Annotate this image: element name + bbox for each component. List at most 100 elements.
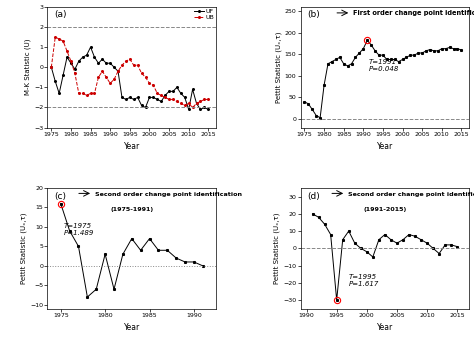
- Text: T=1991
P=0.048: T=1991 P=0.048: [369, 59, 400, 72]
- UB: [127, 57, 133, 61]
- UF: [53, 79, 58, 83]
- UB: [123, 59, 129, 63]
- UF: [96, 61, 101, 65]
- UB: [198, 99, 203, 104]
- UB: [194, 102, 200, 106]
- UF: [123, 97, 129, 102]
- UB: [76, 91, 82, 95]
- UF: [186, 107, 191, 111]
- UB: [158, 93, 164, 97]
- UB: [53, 35, 58, 39]
- UF: [155, 97, 160, 102]
- UF: [111, 65, 117, 69]
- UB: [162, 95, 168, 99]
- UB: [174, 99, 180, 104]
- UF: [166, 89, 172, 93]
- UB: [170, 97, 176, 102]
- Text: (b): (b): [307, 11, 320, 20]
- Y-axis label: Pettit Statistic (Uₓ,τ): Pettit Statistic (Uₓ,τ): [274, 213, 281, 284]
- UB: [155, 91, 160, 95]
- UB: [84, 93, 90, 97]
- Text: (d): (d): [307, 192, 320, 201]
- X-axis label: Year: Year: [377, 142, 393, 151]
- UB: [201, 97, 207, 102]
- UB: [166, 97, 172, 102]
- UF: [119, 95, 125, 99]
- Text: T=1975
P=1.489: T=1975 P=1.489: [64, 223, 94, 236]
- UF: [174, 85, 180, 90]
- UF: [115, 69, 121, 73]
- UF: [190, 87, 195, 92]
- UB: [190, 105, 195, 109]
- UF: [151, 95, 156, 99]
- UB: [68, 59, 74, 63]
- UF: [84, 53, 90, 57]
- UB: [100, 69, 105, 73]
- UF: [68, 61, 74, 65]
- UB: [131, 63, 137, 67]
- UF: [146, 95, 152, 99]
- UF: [143, 105, 148, 109]
- UF: [162, 93, 168, 97]
- UF: [91, 55, 97, 59]
- Y-axis label: Pettit Statistic (Uₓ,τ): Pettit Statistic (Uₓ,τ): [275, 32, 282, 103]
- UB: [60, 39, 66, 43]
- Line: UB: UB: [51, 36, 209, 108]
- Text: Second order change point identification: Second order change point identification: [348, 192, 474, 197]
- Text: First order change point identification: First order change point identification: [353, 11, 474, 16]
- UB: [186, 102, 191, 106]
- UF: [194, 102, 200, 106]
- UB: [91, 91, 97, 95]
- UF: [205, 107, 211, 111]
- UB: [48, 65, 54, 69]
- UB: [103, 75, 109, 79]
- UF: [198, 107, 203, 111]
- UB: [178, 102, 183, 106]
- UB: [143, 75, 148, 79]
- UF: [72, 67, 78, 71]
- UF: [182, 95, 188, 99]
- UB: [182, 103, 188, 107]
- UB: [107, 81, 113, 85]
- UB: [111, 77, 117, 81]
- UF: [88, 45, 93, 49]
- UF: [48, 65, 54, 69]
- Text: (c): (c): [54, 192, 66, 201]
- UF: [100, 57, 105, 61]
- Text: (a): (a): [54, 11, 67, 20]
- UB: [205, 97, 211, 102]
- UB: [115, 69, 121, 73]
- UB: [151, 83, 156, 87]
- UF: [60, 73, 66, 77]
- UF: [80, 55, 86, 59]
- UF: [107, 61, 113, 65]
- UF: [201, 105, 207, 109]
- UB: [80, 91, 86, 95]
- X-axis label: Year: Year: [124, 323, 140, 332]
- UF: [139, 103, 145, 107]
- UF: [158, 99, 164, 104]
- X-axis label: Year: Year: [377, 323, 393, 332]
- Y-axis label: M-K Statistic (U): M-K Statistic (U): [25, 39, 31, 95]
- UF: [76, 59, 82, 63]
- UB: [146, 81, 152, 85]
- UB: [88, 91, 93, 95]
- UB: [72, 71, 78, 75]
- Y-axis label: Pettit Statistic (Uₓ,τ): Pettit Statistic (Uₓ,τ): [21, 213, 27, 284]
- UB: [135, 63, 140, 67]
- Legend: UF, UB: UF, UB: [194, 9, 214, 20]
- UF: [103, 61, 109, 65]
- Text: (1975-1991): (1975-1991): [110, 207, 153, 212]
- UF: [135, 95, 140, 99]
- UF: [64, 55, 70, 59]
- UB: [96, 75, 101, 79]
- X-axis label: Year: Year: [124, 142, 140, 151]
- UB: [139, 71, 145, 75]
- UB: [64, 49, 70, 53]
- UF: [131, 97, 137, 102]
- UF: [56, 91, 62, 95]
- UF: [178, 91, 183, 95]
- UF: [127, 95, 133, 99]
- UF: [170, 89, 176, 93]
- Text: (1991-2015): (1991-2015): [363, 207, 407, 212]
